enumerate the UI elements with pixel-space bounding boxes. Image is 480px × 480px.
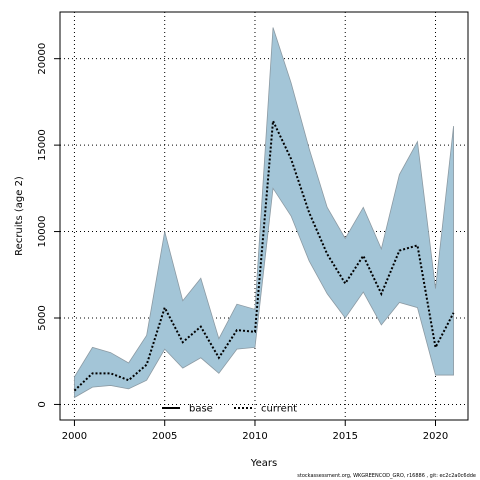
confidence-band-area [74, 27, 454, 399]
y-tick-label: 10000 [37, 216, 48, 248]
confidence-band [74, 27, 454, 399]
series-lines [73, 117, 455, 392]
y-axis-title: Recruits (age 2) [14, 176, 25, 256]
footnote: stockassessment.org, WKGREENCOD_GRO, r16… [297, 473, 476, 479]
x-tick-label: 2000 [62, 431, 87, 442]
legend-base-label: base [189, 404, 213, 415]
grid [60, 12, 468, 420]
y-axis: 0 5000 10000 15000 20000 [37, 43, 60, 408]
y-tick-label: 15000 [37, 129, 48, 161]
legend-current-label: current [261, 404, 297, 415]
y-tick-label: 20000 [37, 43, 48, 75]
x-tick-label: 2020 [423, 431, 448, 442]
series-line-current [73, 117, 455, 392]
x-tick-label: 2010 [242, 431, 267, 442]
x-tick-label: 2015 [333, 431, 358, 442]
y-tick-label: 0 [37, 401, 48, 407]
plot-frame [59, 11, 469, 421]
x-axis-title: Years [250, 458, 277, 469]
x-axis: 2000 2005 2010 2015 2020 [62, 420, 448, 442]
x-tick-label: 2005 [152, 431, 177, 442]
y-tick-label: 5000 [37, 305, 48, 330]
legend: base current [162, 404, 297, 415]
